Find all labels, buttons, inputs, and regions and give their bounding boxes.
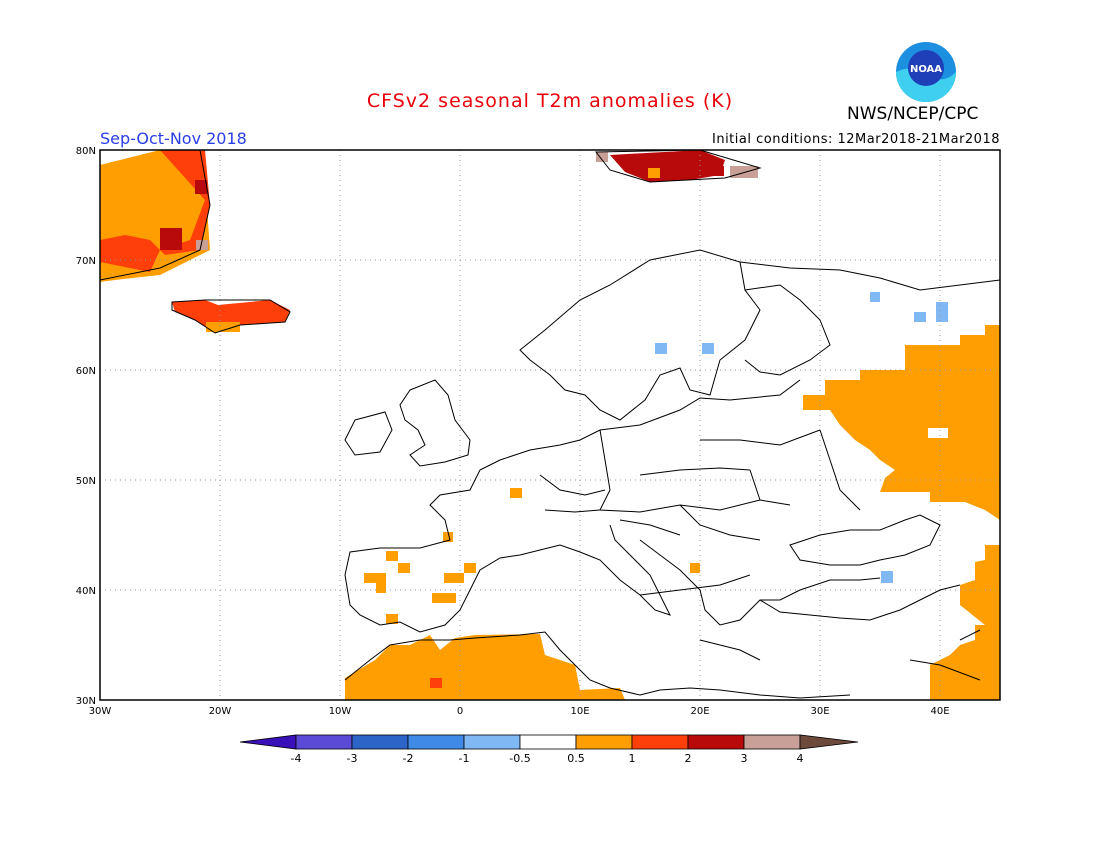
colorbar-swatch [463,734,521,750]
colorbar-swatch [351,734,409,750]
colorbar-label: 0.5 [567,752,585,765]
colorbar-swatch [687,734,745,750]
lat-axis: 80N 70N 60N 50N 40N 30N [76,146,96,707]
lon-label: 40E [930,706,949,717]
colorbar-label: -3 [347,752,358,765]
lat-label: 70N [76,256,96,267]
lat-label: 80N [76,146,96,157]
colorbar-swatch [519,734,577,750]
map-frame [99,149,1001,701]
lon-label: 30E [810,706,829,717]
colorbar-label: 1 [629,752,636,765]
lon-label: 20W [209,706,232,717]
season-label: Sep-Oct-Nov 2018 [100,129,247,148]
colorbar-swatch [631,734,689,750]
lon-label: 0 [457,706,463,717]
anomaly-cells [100,150,1000,700]
colorbar-label: 3 [741,752,748,765]
lat-label: 60N [76,366,96,377]
gridlines [100,150,1000,700]
chart-title: CFSv2 seasonal T2m anomalies (K) [366,90,734,112]
colorbar-label: 2 [685,752,692,765]
lon-label: 20E [690,706,709,717]
lat-label: 40N [76,586,96,597]
colorbar-right-arrow [799,734,859,750]
lon-axis: 30W 20W 10W 0 10E 20E 30E 40E [89,706,950,717]
colorbar-swatch [575,734,633,750]
lat-label: 50N [76,476,96,487]
noaa-logo-icon: NOAA [896,42,956,102]
colorbar-label: 4 [797,752,804,765]
colorbar: -4 -3 -2 -1 -0.5 0.5 1 2 3 4 [239,734,859,765]
colorbar-left-arrow [239,734,297,750]
colorbar-swatch [407,734,465,750]
colorbar-label: -1 [459,752,470,765]
colorbar-swatch [743,734,801,750]
initial-conditions-label: Initial conditions: 12Mar2018-21Mar2018 [712,132,1000,147]
colorbar-label: -4 [291,752,302,765]
noaa-logo-text: NOAA [910,64,942,75]
colorbar-label: -0.5 [509,752,530,765]
lon-label: 10E [570,706,589,717]
coastlines [100,150,1000,699]
colorbar-label: -2 [403,752,414,765]
colorbar-swatch [295,734,353,750]
lon-label: 10W [329,706,352,717]
lon-label: 30W [89,706,112,717]
lat-label: 30N [76,696,96,707]
agency-label: NWS/NCEP/CPC [847,104,979,124]
